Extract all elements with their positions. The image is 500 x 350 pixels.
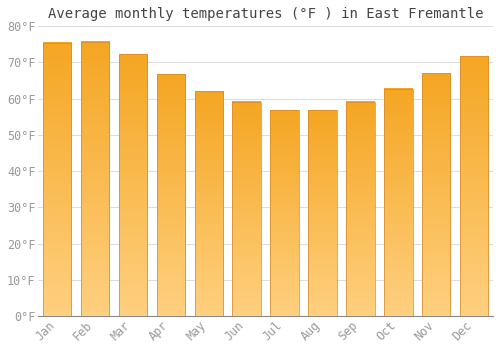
Bar	[119, 54, 147, 316]
Bar	[346, 102, 374, 316]
Bar	[308, 110, 336, 316]
Bar	[422, 74, 450, 316]
Bar	[460, 56, 488, 316]
Bar	[384, 89, 412, 316]
Title: Average monthly temperatures (°F ) in East Fremantle: Average monthly temperatures (°F ) in Ea…	[48, 7, 484, 21]
Bar	[81, 42, 110, 316]
Bar	[232, 102, 261, 316]
Bar	[43, 43, 72, 316]
Bar	[270, 110, 299, 316]
Bar	[156, 75, 185, 316]
Bar	[194, 91, 223, 316]
